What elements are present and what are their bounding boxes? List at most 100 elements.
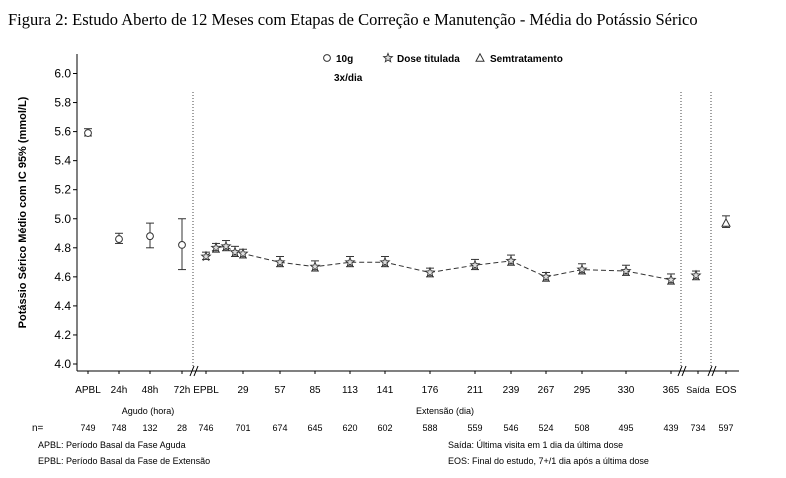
- x-tick-label: 239: [503, 385, 520, 396]
- marker-circle: [146, 232, 154, 241]
- n-value: 588: [422, 423, 437, 433]
- marker-circle: [84, 129, 92, 137]
- y-tick-label: 5.8: [54, 96, 71, 110]
- marker-star: [540, 271, 552, 282]
- n-value: 28: [177, 423, 187, 433]
- n-value: 734: [690, 423, 705, 433]
- marker-star: [274, 256, 286, 268]
- axis-break-mark: [193, 365, 199, 377]
- data-point-star: [620, 264, 632, 276]
- x-tick-label: 24h: [111, 385, 128, 396]
- chart-title: Figura 2: Estudo Aberto de 12 Meses com …: [8, 10, 698, 29]
- x-tick-label: 48h: [142, 385, 159, 396]
- x-tick-label: 72h: [174, 385, 191, 396]
- n-value: 508: [574, 423, 589, 433]
- marker-star: [690, 269, 702, 281]
- x-tick-label: APBL: [75, 385, 101, 396]
- y-tick-label: 5.0: [54, 212, 71, 226]
- marker-star: [220, 240, 232, 252]
- data-point-triangle: [721, 215, 731, 228]
- y-tick-label: 6.0: [54, 67, 71, 81]
- marker-star: [469, 259, 481, 270]
- x-tick-label: 57: [274, 385, 286, 396]
- data-point-star: [200, 250, 212, 262]
- x-tick-label: 141: [377, 385, 394, 396]
- data-point-star: [665, 273, 677, 285]
- n-value: 559: [467, 423, 482, 433]
- legend-marker-triangle: [475, 52, 485, 62]
- x-tick-label: 295: [574, 385, 591, 396]
- n-value: 701: [235, 423, 250, 433]
- y-tick-label: 5.4: [54, 154, 71, 168]
- y-tick-label: 5.6: [54, 125, 71, 139]
- legend-label-dose-titulada: Dose titulada: [397, 54, 460, 65]
- marker-star: [665, 273, 677, 285]
- x-tick-label: 29: [237, 385, 249, 396]
- data-point-circle: [146, 222, 154, 249]
- marker-star: [344, 256, 356, 268]
- y-tick-label: 4.2: [54, 328, 71, 342]
- n-value: 748: [111, 423, 126, 433]
- x-tick-label: Saída: [686, 385, 710, 395]
- axis-break-mark: [711, 365, 717, 377]
- axis-break-mark: [189, 365, 195, 377]
- n-value: 546: [503, 423, 518, 433]
- legend: 10g 3x/dia Dose titulada Semtratamento: [323, 52, 563, 84]
- marker-star: [620, 265, 632, 276]
- y-tick-label: 4.6: [54, 270, 71, 284]
- data-point-circle: [84, 128, 92, 137]
- data-point-star: [379, 256, 391, 268]
- x-tick-label: 113: [342, 385, 358, 396]
- footnote-epbl: EPBL: Período Basal da Fase de Extensão: [38, 456, 211, 466]
- marker-star: [200, 250, 212, 262]
- marker-triangle: [721, 217, 731, 227]
- n-value: 746: [198, 423, 213, 433]
- data-point-star: [469, 258, 481, 271]
- marker-star: [424, 266, 436, 278]
- marker-star: [210, 241, 222, 253]
- legend-sublabel-3xdia: 3x/dia: [334, 73, 363, 84]
- footnote-apbl: APBL: Período Basal da Fase Aguda: [38, 440, 186, 450]
- n-value: 597: [718, 423, 733, 433]
- y-axis-title: Potássio Sérico Médio com IC 95% (mmol/L…: [17, 96, 29, 328]
- series-line-dose-titulada: [205, 245, 672, 281]
- data-point-star: [237, 247, 249, 259]
- data-point-star: [220, 240, 232, 252]
- x-group-label-acute: Agudo (hora): [122, 406, 175, 416]
- data-point-circle: [115, 232, 123, 244]
- x-tick-label: EOS: [715, 385, 736, 396]
- x-tick-label: 330: [618, 385, 635, 396]
- n-value: 495: [618, 423, 633, 433]
- marker-circle: [115, 235, 123, 243]
- data-point-circle: [178, 218, 186, 271]
- legend-marker-circle: [323, 54, 331, 62]
- footnote-eos: EOS: Final do estudo, 7+/1 dia após a úl…: [448, 456, 649, 466]
- marker-star: [237, 247, 249, 259]
- x-tick-label: 176: [422, 385, 439, 396]
- n-value: 645: [307, 423, 322, 433]
- x-group-label-extension: Extensão (dia): [416, 406, 474, 416]
- marker-star: [505, 255, 517, 266]
- n-value: 524: [538, 423, 553, 433]
- marker-circle: [178, 240, 186, 249]
- n-value: 620: [342, 423, 357, 433]
- n-value: 602: [377, 423, 392, 433]
- marker-star: [229, 246, 241, 257]
- data-point-star: [309, 260, 321, 272]
- y-tick-label: 4.4: [54, 299, 71, 313]
- legend-marker-star: [382, 52, 394, 63]
- x-tick-label: 85: [309, 385, 321, 396]
- data-point-star: [424, 266, 436, 278]
- data-point-star: [229, 245, 241, 258]
- x-tick-label: 211: [467, 385, 483, 396]
- x-tick-label: 267: [538, 385, 555, 396]
- data-point-star: [210, 241, 222, 253]
- legend-label-semtratamento: Semtratamento: [490, 54, 563, 65]
- y-tick-label: 4.8: [54, 241, 71, 255]
- data-point-star: [344, 256, 356, 268]
- x-tick-label: 365: [663, 385, 680, 396]
- axis-break-mark: [707, 365, 713, 377]
- axis-break-mark: [677, 365, 683, 377]
- n-value: 749: [80, 423, 95, 433]
